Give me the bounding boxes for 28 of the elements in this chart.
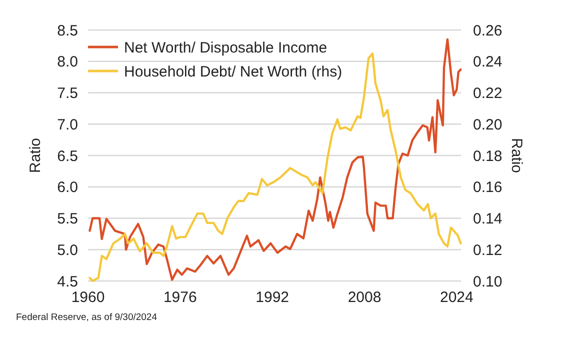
y-tick-label: 6.5 [57, 148, 78, 165]
y-tick-label: 5.0 [57, 242, 78, 259]
x-tick-label: 1976 [163, 289, 197, 306]
y2-tick-label: 0.20 [473, 116, 502, 134]
y-tick-label: 6.0 [57, 179, 78, 196]
y-tick-label: 8.0 [57, 54, 78, 71]
y2-tick-label: 0.14 [473, 210, 502, 228]
y2-tick-label: 0.16 [473, 179, 502, 196]
y2-axis-title: Ratio [508, 138, 525, 174]
y-tick-label: 4.5 [57, 273, 78, 290]
y2-tick-label: 0.22 [473, 85, 502, 102]
legend-label: Net Worth/ Disposable Income [124, 39, 328, 56]
x-tick-label: 1960 [71, 289, 105, 306]
y-tick-label: 7.5 [57, 85, 78, 102]
y2-tick-label: 0.24 [473, 54, 502, 71]
y2-tick-label: 0.10 [473, 273, 502, 290]
y2-tick-label: 0.12 [473, 242, 502, 259]
y-axis-title: Ratio [27, 138, 44, 174]
y2-tick-label: 0.18 [473, 148, 502, 165]
y2-tick-label: 0.26 [473, 22, 502, 40]
x-tick-label: 2024 [440, 289, 474, 306]
y-tick-label: 5.5 [57, 210, 78, 228]
text: Federal Reserve, as of 9/30/2024 [16, 312, 158, 323]
x-tick-label: 2008 [348, 289, 382, 306]
y-tick-label: 8.5 [57, 22, 78, 40]
x-tick-label: 1992 [256, 289, 290, 306]
legend-label: Household Debt/ Net Worth (rhs) [124, 63, 342, 80]
y-tick-label: 7.0 [57, 116, 78, 134]
